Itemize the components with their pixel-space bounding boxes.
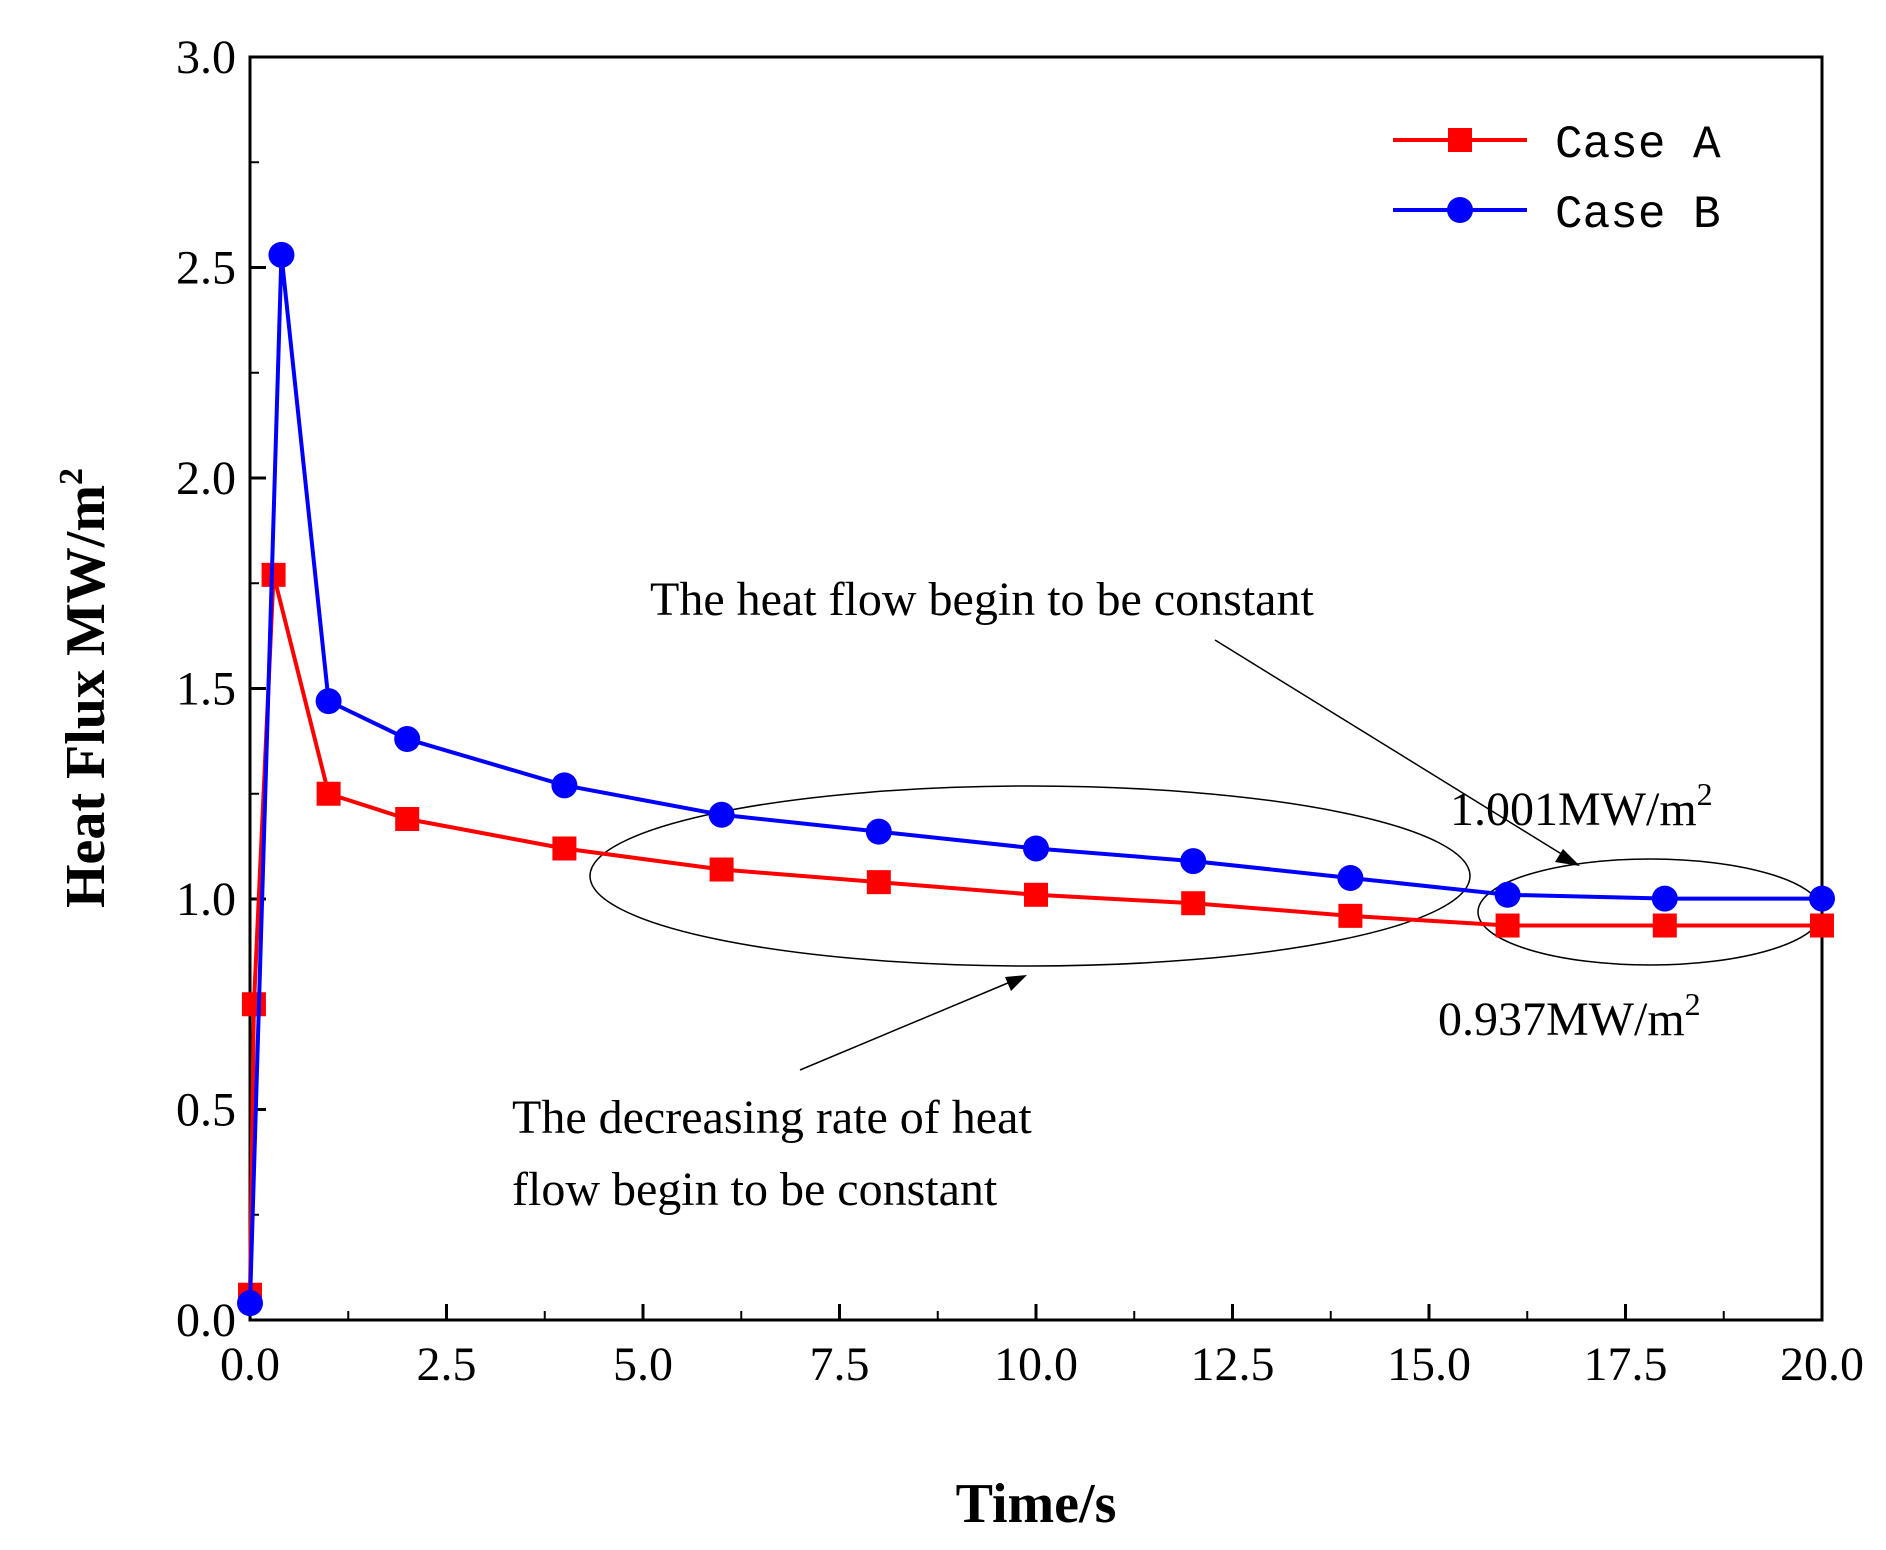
x-tick-label: 7.5 bbox=[810, 1338, 870, 1391]
x-axis-title: Time/s bbox=[956, 1473, 1117, 1535]
y-tick-label: 2.5 bbox=[176, 242, 236, 295]
series-case-a bbox=[238, 562, 1834, 1307]
data-point-case-a bbox=[552, 836, 577, 861]
y-axis-title-main: Heat Flux MW/m bbox=[55, 485, 117, 908]
series-line-case-b bbox=[248, 252, 1822, 1304]
legend-label-case-b: Case B bbox=[1555, 189, 1721, 241]
x-tick-label: 2.5 bbox=[417, 1338, 477, 1391]
data-point-case-b bbox=[268, 241, 295, 268]
value-b-sup: 2 bbox=[1697, 776, 1713, 812]
value-b-annotation: 1.001MW/m2 bbox=[1450, 776, 1713, 836]
data-point-case-b bbox=[1180, 848, 1207, 875]
series-layer bbox=[237, 241, 1835, 1317]
data-point-case-b bbox=[237, 1290, 263, 1317]
legend-label-case-a: Case A bbox=[1555, 119, 1721, 171]
y-tick-label: 1.5 bbox=[176, 663, 236, 716]
data-point-case-a bbox=[1810, 913, 1834, 938]
y-tick-label: 0.5 bbox=[176, 1084, 236, 1137]
data-point-case-b bbox=[394, 726, 421, 753]
legend: Case A Case B bbox=[1393, 119, 1721, 241]
decreasing-rate-annotation-line2: flow begin to be constant bbox=[512, 1163, 998, 1216]
plot-frame bbox=[248, 55, 1824, 1322]
x-tick-label: 10.0 bbox=[994, 1338, 1078, 1391]
y-axis-title: Heat Flux MW/m2 bbox=[53, 468, 117, 908]
data-point-case-a bbox=[709, 857, 734, 882]
data-point-case-a bbox=[1338, 903, 1363, 928]
y-tick-label: 1.0 bbox=[176, 873, 236, 926]
decreasing-arrow-head bbox=[1005, 975, 1027, 991]
y-tick-labels: 0.0 0.5 1.0 1.5 2.0 2.5 3.0 bbox=[176, 31, 236, 1347]
data-point-case-a bbox=[1024, 882, 1048, 907]
value-a-main: 0.937MW/m bbox=[1438, 993, 1685, 1046]
data-point-case-b bbox=[1809, 885, 1835, 912]
x-tick-label: 12.5 bbox=[1191, 1338, 1275, 1391]
legend-marker-case-b bbox=[1447, 197, 1473, 223]
x-tick-label: 5.0 bbox=[613, 1338, 673, 1391]
data-point-case-b bbox=[1337, 864, 1364, 891]
series-case-b bbox=[237, 241, 1835, 1317]
data-point-case-a bbox=[1181, 891, 1206, 916]
y-tick-label: 0.0 bbox=[176, 1294, 236, 1347]
data-point-case-b bbox=[1023, 835, 1049, 862]
axis-ticks bbox=[248, 55, 1824, 1322]
series-line-case-a bbox=[248, 572, 1822, 1295]
x-tick-label: 0.0 bbox=[220, 1338, 280, 1391]
decreasing-rate-ellipse bbox=[589, 785, 1471, 967]
value-a-sup: 2 bbox=[1685, 986, 1701, 1022]
y-tick-label: 2.0 bbox=[176, 452, 236, 505]
data-point-case-b bbox=[1494, 881, 1521, 908]
constant-region-ellipse bbox=[1477, 858, 1823, 966]
constant-heat-flow-annotation: The heat flow begin to be constant bbox=[650, 573, 1314, 626]
x-tick-label: 17.5 bbox=[1584, 1338, 1668, 1391]
data-point-case-a bbox=[395, 807, 420, 832]
data-point-case-a bbox=[316, 781, 341, 806]
value-b-main: 1.001MW/m bbox=[1450, 783, 1697, 836]
data-point-case-b bbox=[315, 688, 342, 715]
x-tick-label: 20.0 bbox=[1780, 1338, 1864, 1391]
y-axis-title-sup: 2 bbox=[53, 468, 90, 485]
data-point-case-b bbox=[1651, 885, 1678, 912]
data-point-case-b bbox=[708, 801, 735, 828]
value-a-annotation: 0.937MW/m2 bbox=[1438, 986, 1701, 1046]
decreasing-arrow-line bbox=[799, 979, 1016, 1071]
x-tick-label: 15.0 bbox=[1387, 1338, 1471, 1391]
data-point-case-b bbox=[551, 772, 578, 799]
constant-arrow-line bbox=[1214, 639, 1569, 859]
data-point-case-a bbox=[866, 870, 891, 895]
x-tick-labels: 0.0 2.5 5.0 7.5 10.0 12.5 15.0 17.5 20.0 bbox=[220, 1338, 1864, 1391]
y-tick-label: 3.0 bbox=[176, 31, 236, 84]
decreasing-rate-annotation-line1: The decreasing rate of heat bbox=[512, 1091, 1032, 1144]
data-point-case-a bbox=[1495, 913, 1520, 938]
constant-arrow-head bbox=[1555, 849, 1580, 866]
data-point-case-b bbox=[865, 818, 892, 845]
data-point-case-a bbox=[241, 992, 266, 1017]
data-point-case-a bbox=[1652, 913, 1677, 938]
legend-marker-case-a bbox=[1448, 128, 1472, 152]
